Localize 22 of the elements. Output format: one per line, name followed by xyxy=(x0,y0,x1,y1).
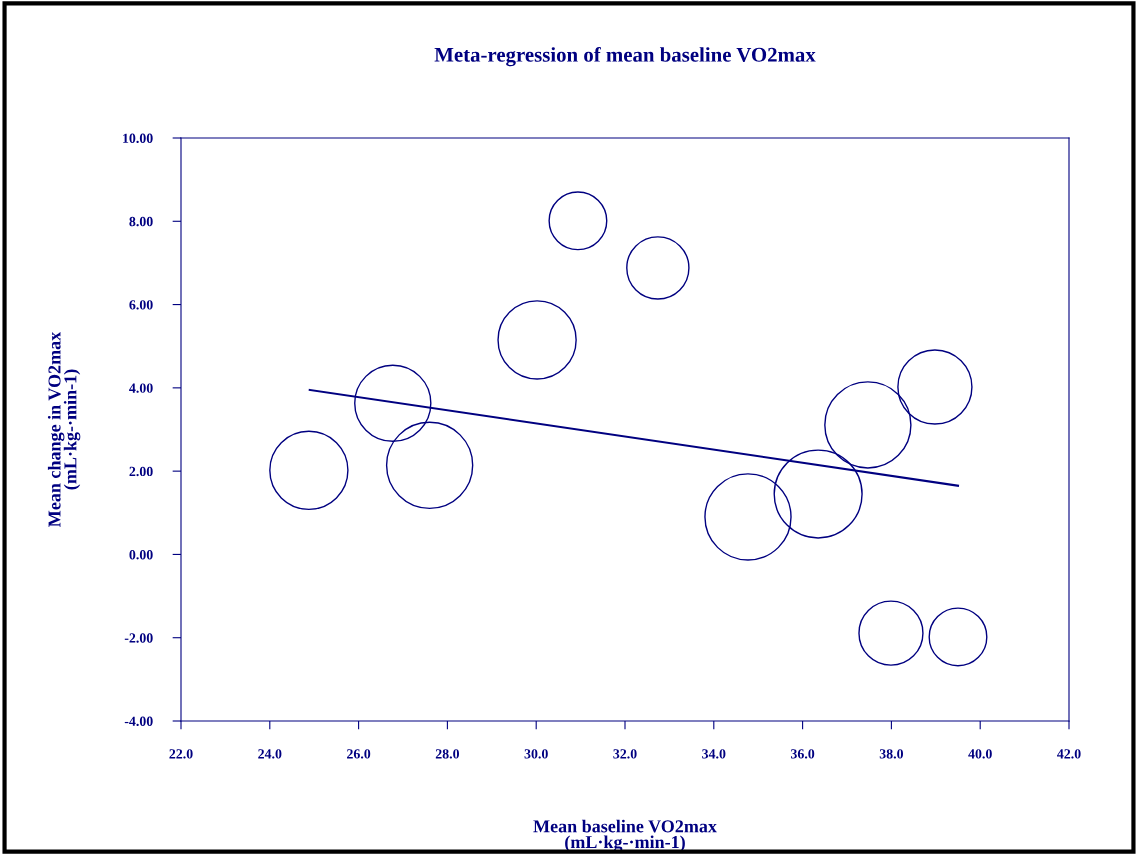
y-tick-label: 10.00 xyxy=(123,133,153,144)
y-tick-label: 4.00 xyxy=(129,383,153,393)
y-tick-label: -2.00 xyxy=(124,633,153,643)
y-tick-label: 2.00 xyxy=(129,466,153,477)
x-axis-title: Mean baseline VO2max (mL·kg-·min-1) xyxy=(533,819,717,852)
x-tick-label: 40.0 xyxy=(968,749,992,759)
x-tick-label: 32.0 xyxy=(613,749,637,759)
x-tick-label: 26.0 xyxy=(347,749,371,759)
y-axis-title: Mean change in VO2max (mL·kg-·min-1) xyxy=(47,331,81,527)
chart-title: Meta-regression of mean baseline VO2max xyxy=(434,46,816,67)
x-tick-label: 36.0 xyxy=(790,749,815,759)
x-tick-label: 22.0 xyxy=(169,749,193,759)
y-tick-label: 0.00 xyxy=(129,550,153,560)
x-tick-label: 24.0 xyxy=(258,749,282,759)
x-tick-label: 38.0 xyxy=(879,749,904,759)
x-tick-label: 42.0 xyxy=(1057,749,1081,759)
y-tick-label: 6.00 xyxy=(129,300,153,310)
x-tick-label: 30.0 xyxy=(524,749,548,759)
y-tick-label: 8.00 xyxy=(129,216,153,227)
x-tick-label: 28.0 xyxy=(435,749,460,759)
x-tick-label: 34.0 xyxy=(702,749,726,759)
y-tick-label: -4.00 xyxy=(124,716,153,727)
